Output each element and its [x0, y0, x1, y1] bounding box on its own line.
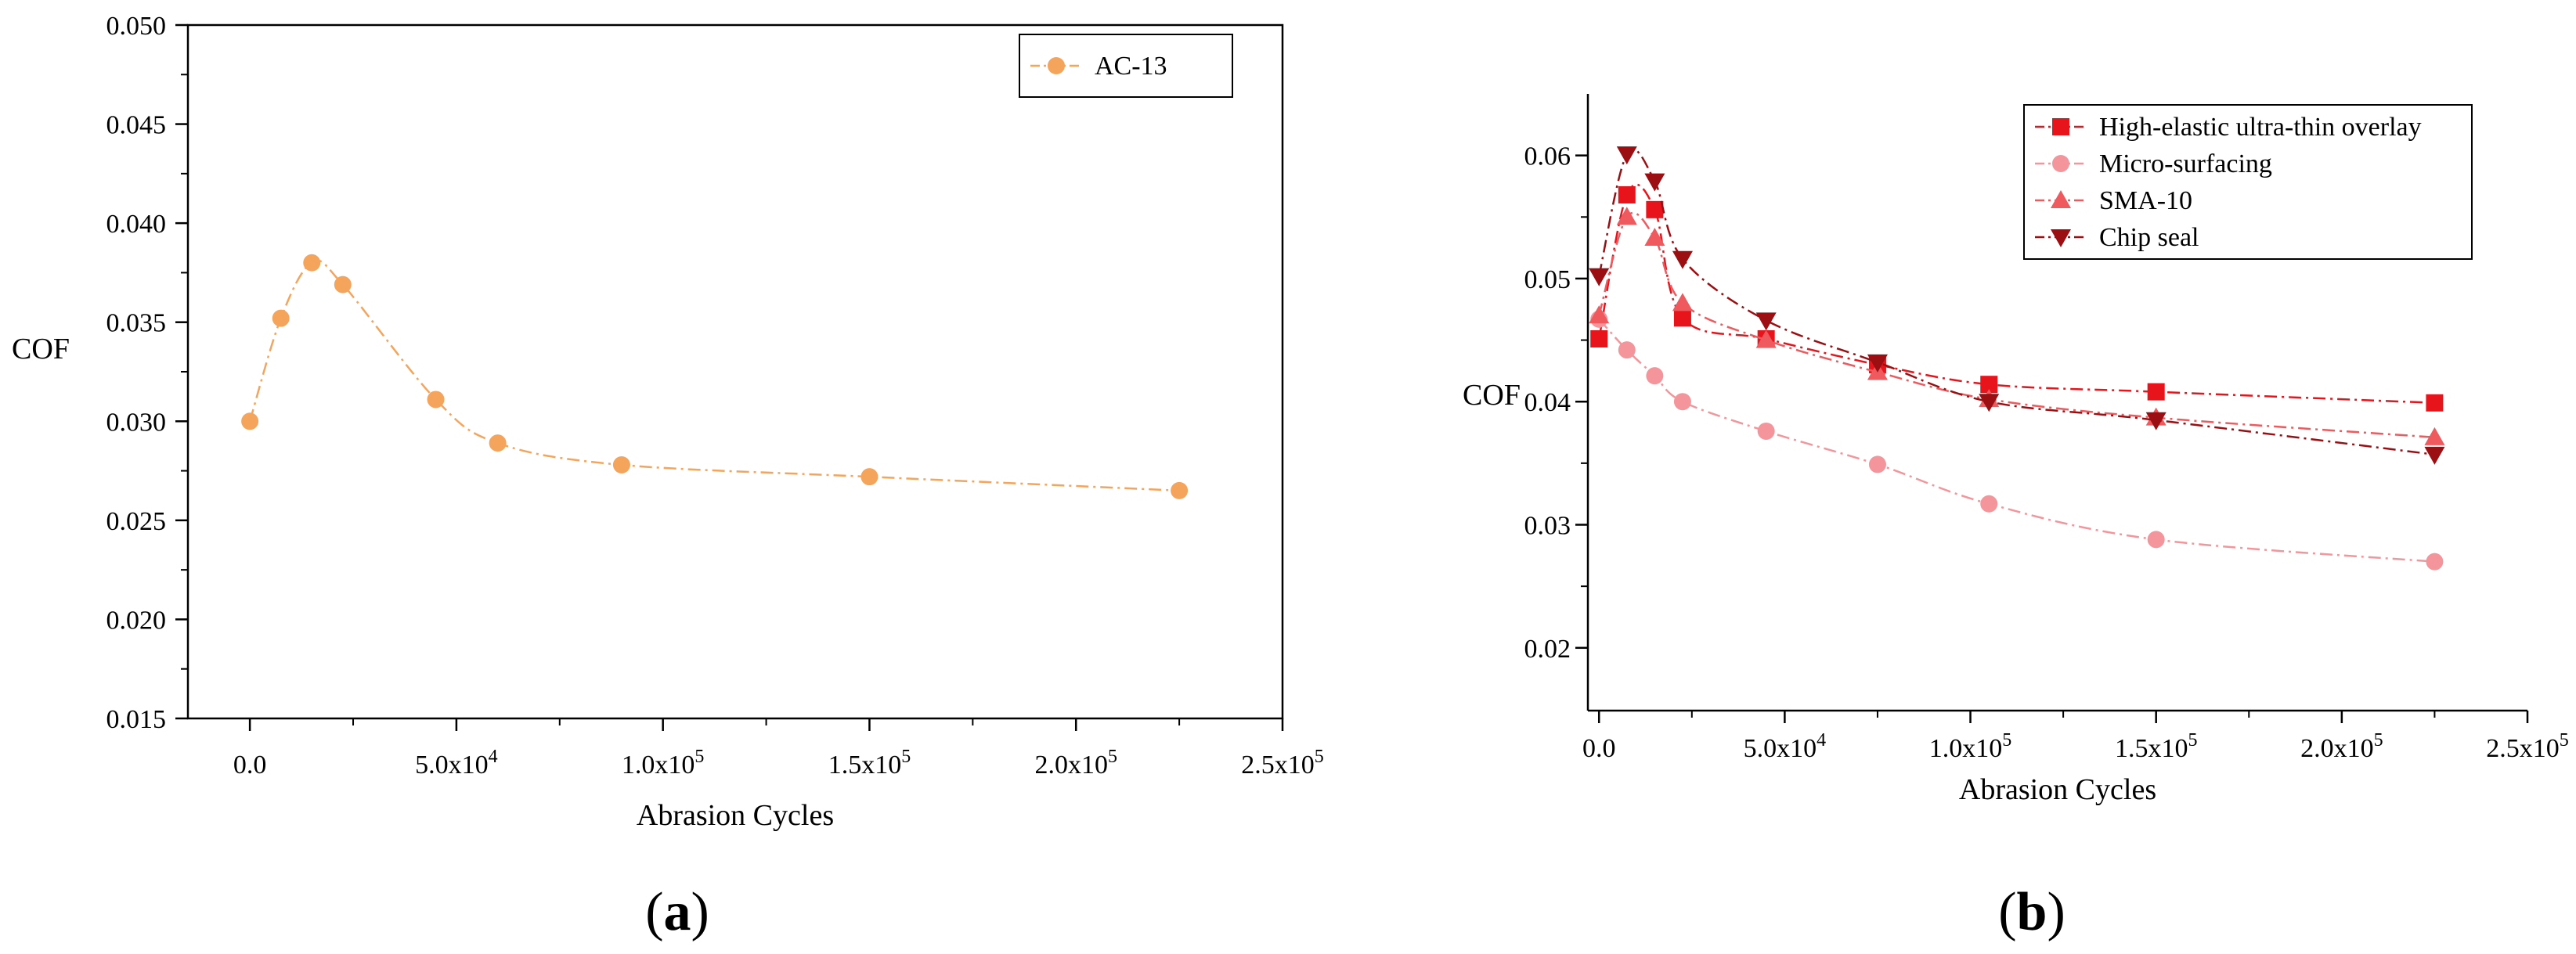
data-point [2147, 383, 2165, 401]
data-point [1672, 293, 1693, 311]
data-point [2147, 531, 2165, 549]
y-tick-label: 0.05 [1524, 265, 1571, 294]
y-tick-label: 0.040 [106, 210, 167, 239]
y-axis-title: COF [1463, 379, 1521, 412]
y-tick-label: 0.03 [1524, 511, 1571, 540]
data-point [612, 455, 630, 473]
data-point [2145, 412, 2167, 430]
data-point [1589, 268, 1610, 286]
x-axis-title: Abrasion Cycles [1959, 773, 2156, 806]
legend-marker [2052, 118, 2069, 135]
series-line [1597, 183, 2435, 405]
data-point [334, 275, 352, 293]
data-point [1646, 200, 1664, 218]
data-point [1616, 146, 1637, 165]
data-point [1589, 305, 1610, 324]
series-line [248, 259, 1180, 492]
data-point [1755, 312, 1777, 331]
y-tick-label: 0.050 [106, 12, 167, 41]
data-point [1590, 329, 1608, 347]
data-point [2426, 394, 2444, 412]
chart-panel-b: 0.0 5.0x104 1.0x105 1.5x105 2.0x105 2.5x105 0.… [1463, 94, 2569, 942]
x-tick-label: 2.5x105 [2486, 730, 2569, 763]
x-tick-label: 2.0x105 [2300, 730, 2383, 763]
x-tick-label: 0.0 [1582, 734, 1616, 763]
panel-label: (b) [1998, 882, 2065, 942]
data-point [860, 468, 879, 486]
data-point [1171, 481, 1189, 499]
data-point [272, 309, 290, 327]
data-point [1757, 422, 1775, 440]
data-point [1646, 367, 1664, 385]
y-tick-label: 0.06 [1524, 142, 1571, 171]
data-point [2424, 446, 2445, 465]
legend: AC-13 [1019, 34, 1233, 98]
x-tick-label: 1.5x105 [2115, 730, 2198, 763]
series-chip-seal [1589, 146, 2445, 465]
data-point [2426, 553, 2444, 571]
data-point [1644, 228, 1665, 247]
x-axis-title: Abrasion Cycles [637, 799, 834, 832]
data-point [2424, 427, 2445, 445]
data-point [489, 434, 507, 452]
x-tick-label: 1.5x105 [828, 747, 911, 779]
y-tick-label: 0.020 [106, 606, 167, 635]
y-tick-label: 0.02 [1524, 635, 1571, 664]
y-tick-label: 0.015 [106, 705, 167, 734]
plot-frame [186, 23, 1284, 720]
x-tick-label: 2.0x105 [1034, 747, 1117, 779]
data-point [1980, 376, 1998, 394]
data-point [303, 254, 321, 272]
legend-label: SMA-10 [2099, 186, 2192, 215]
legend-label: Chip seal [2099, 223, 2199, 252]
data-point [1644, 173, 1665, 192]
legend-label: Micro-surfacing [2099, 149, 2272, 178]
legend-label: AC-13 [1095, 52, 1167, 81]
data-point [1618, 185, 1636, 203]
y-tick-label: 0.04 [1524, 388, 1571, 417]
panel-label: (a) [645, 882, 709, 942]
y-tick-label: 0.035 [106, 309, 167, 338]
legend: High-elastic ultra-thin overlay Micro-sur… [2023, 104, 2473, 260]
legend-marker [2051, 229, 2071, 247]
y-axis-title: COF [12, 333, 70, 365]
data-point [1867, 354, 1888, 373]
data-point [1755, 329, 1777, 348]
x-tick-label: 5.0x104 [1744, 730, 1827, 763]
x-tick-label: 1.0x105 [622, 747, 705, 779]
data-point [1979, 394, 2000, 412]
data-point [1980, 495, 1998, 513]
legend-marker [1048, 57, 1065, 74]
data-point [1616, 207, 1637, 225]
y-tick-label: 0.025 [106, 507, 167, 536]
data-point [1618, 341, 1636, 359]
series-ac-13 [241, 254, 1189, 499]
x-tick-label: 5.0x104 [415, 747, 498, 779]
series-line [1597, 148, 2435, 456]
data-point [1673, 309, 1691, 327]
data-point [1672, 250, 1693, 269]
legend-marker [2052, 155, 2069, 172]
x-tick-label: 0.0 [233, 751, 267, 779]
legend-marker [2051, 190, 2071, 208]
series-line [1598, 318, 2435, 563]
data-point [241, 412, 259, 430]
legend-label: High-elastic ultra-thin overlay [2099, 113, 2422, 142]
data-point [1673, 393, 1691, 411]
data-point [1868, 455, 1886, 473]
chart-panel-a: 0.0 5.0x104 1.0x105 1.5x105 2.0x105 2.5x105 0.… [12, 12, 1324, 942]
y-tick-label: 0.030 [106, 408, 167, 437]
x-tick-label: 2.5x105 [1241, 747, 1324, 779]
x-tick-label: 1.0x105 [1929, 730, 2012, 763]
data-point [427, 391, 445, 409]
y-tick-label: 0.045 [106, 111, 167, 140]
legend-box [2023, 104, 2473, 260]
